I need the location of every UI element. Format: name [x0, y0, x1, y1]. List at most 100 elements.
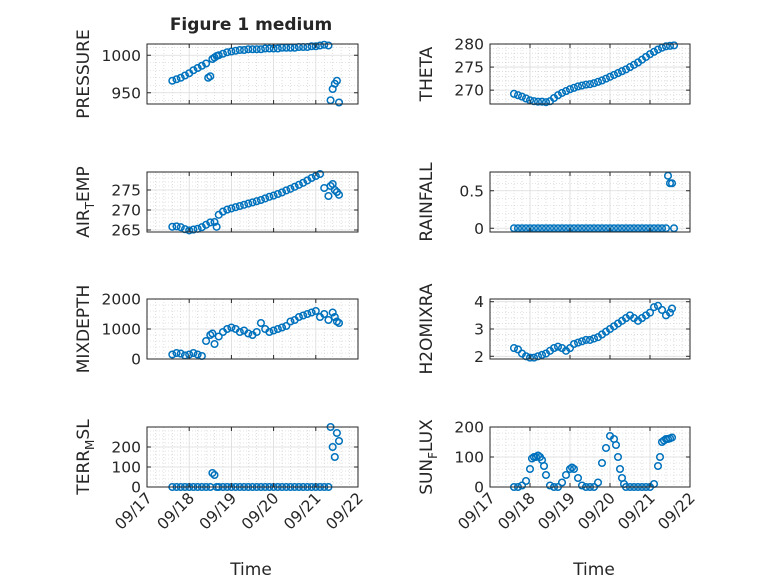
data-point — [513, 345, 523, 354]
data-point — [601, 443, 611, 453]
y-axis-label: SUNFLUX — [417, 419, 440, 495]
data-point — [244, 45, 253, 54]
data-point — [286, 184, 295, 193]
data-point — [311, 306, 320, 316]
data-point — [667, 433, 677, 442]
subplot-2: 270 275 280 THETA — [417, 36, 691, 107]
data-point — [265, 327, 274, 337]
data-point — [197, 223, 206, 232]
data-point — [625, 63, 635, 72]
y-axis-label-text: SUN — [417, 459, 437, 495]
y-axis-label-text: EMP — [74, 166, 94, 202]
y-tick-label: 950 — [111, 84, 141, 102]
data-point — [202, 336, 211, 346]
data-point — [645, 50, 655, 59]
data-point — [324, 191, 333, 201]
data-point — [597, 458, 607, 468]
subplot-4: 0 0.5 RAINFALL — [417, 162, 691, 242]
data-point — [557, 88, 567, 97]
y-tick-label: 1000 — [102, 321, 141, 339]
axes-box — [146, 426, 359, 488]
data-point — [553, 91, 563, 100]
data-point — [235, 45, 244, 55]
data-point — [307, 42, 316, 51]
data-point — [561, 470, 571, 480]
data-point — [328, 308, 337, 317]
data-point — [330, 185, 339, 195]
data-point — [541, 470, 551, 480]
y-tick-label: 0.5 — [459, 182, 484, 200]
x-tick-label: 09/22 — [655, 489, 699, 533]
data-point — [248, 198, 257, 207]
y-axis-label-text: MIXDEPTH — [74, 285, 94, 374]
data-point — [565, 464, 575, 474]
data-point — [589, 79, 599, 88]
data-point — [529, 97, 539, 106]
subplot-1: 950 1000 PRESSURE — [74, 29, 359, 119]
y-axis-label-text: TERR — [74, 450, 94, 496]
data-point — [569, 83, 579, 92]
data-point — [334, 98, 344, 107]
data-point — [609, 70, 619, 79]
subplot-5: 0 1000 2000 MIXDEPTH — [74, 285, 359, 374]
data-point — [557, 478, 567, 487]
axes-box — [146, 43, 359, 105]
data-point — [172, 75, 181, 84]
data-point — [533, 352, 543, 361]
data-point — [525, 464, 535, 474]
y-axis-label: AIRTEMP — [74, 166, 97, 237]
y-axis-label-subscript: T — [83, 201, 97, 210]
y-tick-label: 0 — [131, 479, 141, 497]
data-point — [573, 473, 583, 483]
data-point — [589, 334, 599, 343]
data-point — [569, 339, 579, 349]
data-point — [168, 76, 177, 85]
x-tick-label: 09/21 — [280, 489, 324, 533]
data-point — [299, 178, 308, 187]
data-point — [282, 186, 291, 195]
data-point — [240, 200, 249, 209]
plot-area — [490, 172, 690, 232]
data-point — [208, 329, 217, 338]
data-point — [569, 464, 579, 474]
data-point — [290, 182, 299, 191]
y-tick-label: 0 — [474, 220, 484, 238]
data-point — [324, 41, 333, 50]
y-tick-label: 200 — [111, 439, 141, 457]
data-point — [517, 481, 527, 490]
data-point — [303, 176, 312, 185]
data-point — [565, 85, 575, 94]
data-point — [605, 72, 615, 81]
data-point — [212, 222, 221, 231]
data-point — [307, 308, 316, 317]
data-point — [549, 344, 559, 353]
x-tick-label: 09/18 — [154, 489, 198, 533]
data-point — [332, 428, 341, 438]
data-point — [176, 349, 185, 358]
data-point — [561, 87, 571, 96]
data-point — [189, 348, 198, 358]
y-axis-label-text: AIR — [74, 209, 94, 238]
data-point — [655, 452, 665, 462]
data-point — [227, 204, 236, 213]
data-point — [273, 44, 282, 53]
data-point — [649, 47, 659, 56]
data-point — [320, 40, 329, 49]
subplot-3: 265 270 275 AIRTEMP — [74, 166, 359, 240]
figure-title: Figure 1 medium — [170, 15, 332, 35]
data-point — [577, 337, 587, 346]
data-point — [202, 59, 211, 68]
data-point — [521, 94, 531, 103]
data-point — [577, 81, 587, 90]
data-point — [533, 451, 543, 460]
plot-area — [147, 427, 358, 487]
data-point — [210, 217, 219, 227]
y-axis-label: H2OMIXRA — [417, 283, 437, 374]
x-tick-label: 09/19 — [196, 489, 240, 533]
data-point — [256, 45, 265, 54]
axes-box — [489, 171, 691, 233]
data-point — [649, 303, 659, 312]
subplot-8: 010020009/1709/1809/1909/2009/2109/22SUN… — [417, 419, 699, 534]
y-tick-label: 100 — [111, 459, 141, 477]
